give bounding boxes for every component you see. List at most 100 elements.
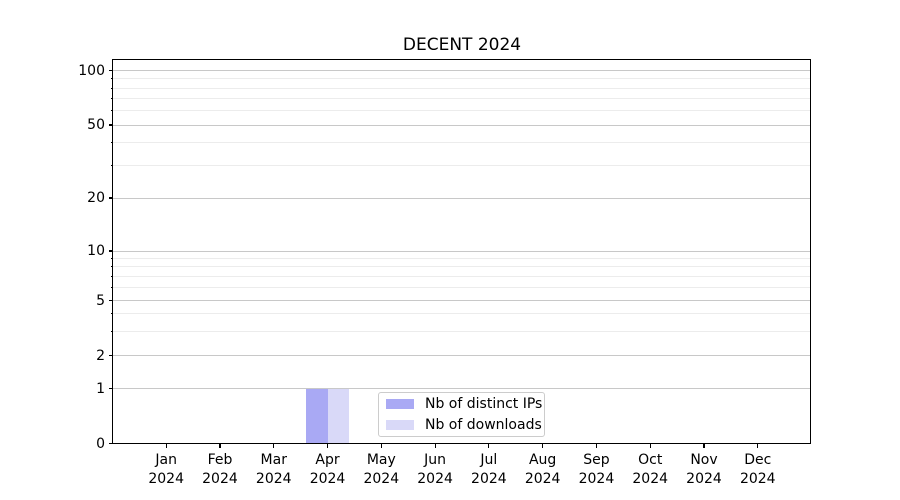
bar-distinct-ips [306,388,328,444]
plot-area-border [112,59,811,444]
x-tick-label: Nov 2024 [664,451,744,489]
minor-gridline [113,286,810,288]
x-tick-year: 2024 [363,471,400,487]
x-tick-year: 2024 [417,471,453,487]
y-tick-mark [109,354,113,357]
x-tick-month: Nov [690,452,718,468]
x-tick-year: 2024 [148,471,184,487]
y-minor-tick-mark [110,313,113,315]
major-gridline [113,197,810,199]
y-minor-tick-mark [110,266,113,268]
bar-downloads [327,388,350,444]
x-tick-mark [703,444,705,449]
major-gridline [113,388,810,389]
y-tick-mark [109,250,113,252]
x-tick-mark [219,444,221,449]
legend: Nb of distinct IPs Nb of downloads [378,392,545,437]
x-tick-label: Feb 2024 [180,451,260,489]
legend-swatch-distinct-ips [386,399,414,409]
minor-gridline [113,330,810,332]
x-tick-month: Mar [260,452,287,468]
x-tick-year: 2024 [255,471,292,487]
legend-label-downloads: Nb of downloads [425,417,542,433]
minor-gridline [113,142,810,144]
x-tick-mark [488,444,490,449]
y-tick-mark [109,387,113,390]
x-tick-month: Jun [424,452,447,468]
major-gridline [113,70,810,71]
x-tick-label: Oct 2024 [610,451,690,489]
x-tick-year: 2024 [309,471,346,487]
legend-entry-downloads: Nb of downloads [386,416,542,434]
y-minor-tick-mark [110,165,113,167]
x-tick-month: Feb [207,452,233,468]
x-tick-month: Jul [480,452,498,468]
y-tick-label: 50 [87,117,105,133]
minor-gridline [113,266,810,268]
y-minor-tick-mark [110,286,113,288]
x-tick-label: Apr 2024 [288,451,368,489]
x-tick-month: Sep [583,452,610,468]
x-tick-mark [595,444,598,449]
minor-gridline [113,110,810,112]
x-tick-month: May [366,452,396,468]
x-tick-year: 2024 [524,471,561,487]
legend-swatch-downloads [386,420,414,430]
minor-gridline [113,98,810,100]
y-tick-mark [109,69,113,72]
y-minor-tick-mark [110,258,113,260]
minor-gridline [113,87,810,89]
y-tick-label: 2 [96,347,105,364]
major-gridline [113,124,810,126]
x-tick-month: Apr [315,452,340,468]
y-tick-mark [109,442,113,445]
y-tick-label: 1 [96,380,105,397]
y-tick-label: 20 [87,190,105,206]
legend-label-distinct-ips: Nb of distinct IPs [425,396,543,412]
minor-gridline [113,275,810,277]
x-tick-month: Dec [744,452,772,468]
x-tick-year: 2024 [202,471,238,487]
major-gridline [113,250,810,252]
x-tick-month: Oct [638,452,663,468]
x-tick-label: Jan 2024 [126,451,206,489]
y-minor-tick-mark [110,330,113,332]
x-tick-mark [649,444,651,449]
y-tick-mark [109,197,113,199]
y-tick-label: 0 [96,435,105,452]
y-tick-label: 10 [87,243,105,259]
x-tick-mark [326,444,329,449]
x-tick-label: Mar 2024 [234,451,314,489]
x-tick-year: 2024 [578,471,615,487]
y-tick-mark [109,299,113,302]
chart-title: DECENT 2024 [402,35,522,55]
legend-entry-distinct-ips: Nb of distinct IPs [386,395,542,413]
x-tick-mark [434,444,436,449]
x-tick-month: Jan [155,452,177,468]
x-tick-label: Jun 2024 [395,451,475,489]
y-tick-mark [109,124,113,126]
major-gridline [113,355,810,356]
y-minor-tick-mark [110,78,113,80]
minor-gridline [113,165,810,167]
major-gridline [113,300,810,301]
x-tick-year: 2024 [686,471,722,487]
y-minor-tick-mark [110,110,113,112]
x-tick-mark [273,444,275,449]
x-tick-mark [542,444,544,449]
x-tick-mark [165,444,167,449]
x-tick-label: Jul 2024 [449,451,529,489]
x-tick-year: 2024 [739,471,776,487]
minor-gridline [113,78,810,80]
x-tick-month: Aug [528,452,557,468]
x-tick-year: 2024 [632,471,669,487]
x-tick-label: Dec 2024 [718,451,798,489]
y-minor-tick-mark [110,275,113,277]
y-minor-tick-mark [110,98,113,100]
x-tick-label: Aug 2024 [503,451,583,489]
x-tick-mark [757,444,759,449]
y-minor-tick-mark [110,87,113,89]
x-tick-label: May 2024 [341,451,421,489]
x-tick-label: Sep 2024 [556,451,636,489]
